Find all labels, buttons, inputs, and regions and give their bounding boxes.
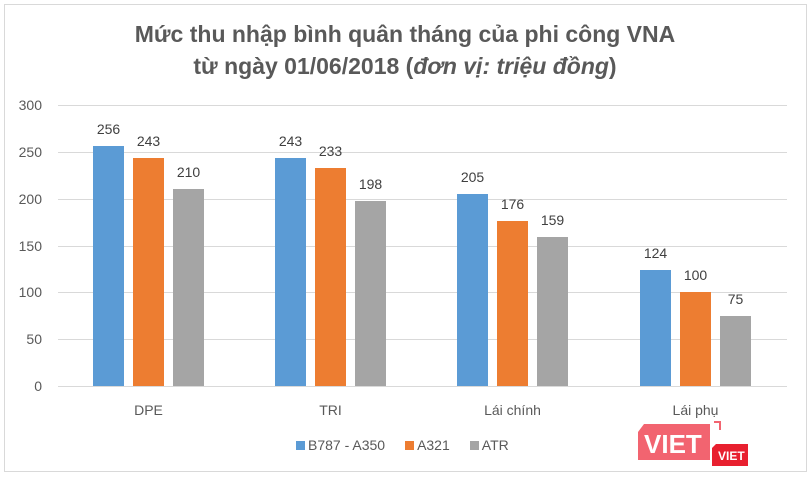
y-tick-label: 150 — [18, 237, 42, 254]
legend-swatch — [405, 440, 415, 450]
legend-swatch — [469, 440, 479, 450]
data-label: 256 — [96, 121, 121, 138]
y-tick-label: 0 — [34, 378, 42, 394]
legend-item-b787: B787 - A350 — [296, 437, 385, 453]
data-label: 205 — [460, 168, 485, 185]
legend-item-a321: A321 — [405, 437, 450, 453]
gridline — [58, 386, 787, 387]
y-tick-label: 200 — [18, 190, 42, 207]
title-line-2: từ ngày 01/06/2018 (đơn vị: triệu đồng) — [193, 53, 617, 79]
data-label: 198 — [358, 175, 383, 192]
svg-text:VIET: VIET — [644, 429, 702, 459]
x-category-label: Lái phụ — [672, 402, 719, 418]
chart-title: Mức thu nhập bình quân tháng của phi côn… — [0, 18, 810, 82]
title-line-1: Mức thu nhập bình quân tháng của phi côn… — [134, 21, 676, 47]
gridline — [58, 198, 787, 200]
legend: B787 - A350 A321 ATR — [296, 437, 509, 453]
data-label: 100 — [683, 267, 708, 284]
x-category-label: TRI — [319, 402, 342, 418]
data-label: 75 — [727, 290, 744, 307]
data-label: 243 — [278, 133, 303, 150]
bar — [275, 158, 306, 386]
bar — [457, 193, 488, 386]
bar — [355, 200, 386, 386]
y-tick-label: 300 — [18, 97, 42, 113]
y-tick-label: 250 — [18, 143, 42, 160]
x-category-label: DPE — [134, 402, 163, 418]
bar — [133, 158, 164, 386]
bar — [93, 146, 124, 386]
bar — [680, 292, 711, 386]
gridline — [58, 339, 787, 341]
bar — [640, 269, 671, 386]
bar — [720, 315, 751, 386]
data-label: 233 — [318, 142, 343, 159]
data-label: 210 — [176, 164, 201, 181]
x-category-label: Lái chính — [484, 402, 541, 418]
gridline — [58, 245, 787, 247]
bar — [173, 189, 204, 386]
legend-item-atr: ATR — [469, 437, 509, 453]
data-label: 124 — [643, 244, 668, 261]
gridline — [58, 292, 787, 294]
bar — [497, 221, 528, 386]
legend-swatch — [296, 440, 305, 450]
data-label: 176 — [500, 196, 525, 213]
vietnamnet-logo-icon: VIET VIET — [638, 421, 748, 466]
gridline — [58, 151, 787, 153]
gridline — [58, 105, 787, 106]
data-label: 159 — [540, 212, 565, 229]
svg-text:VIET: VIET — [718, 449, 745, 463]
bar — [537, 237, 568, 386]
y-tick-label: 100 — [18, 284, 42, 301]
y-tick-label: 50 — [26, 331, 42, 348]
bar — [315, 167, 346, 386]
data-label: 243 — [136, 133, 161, 150]
